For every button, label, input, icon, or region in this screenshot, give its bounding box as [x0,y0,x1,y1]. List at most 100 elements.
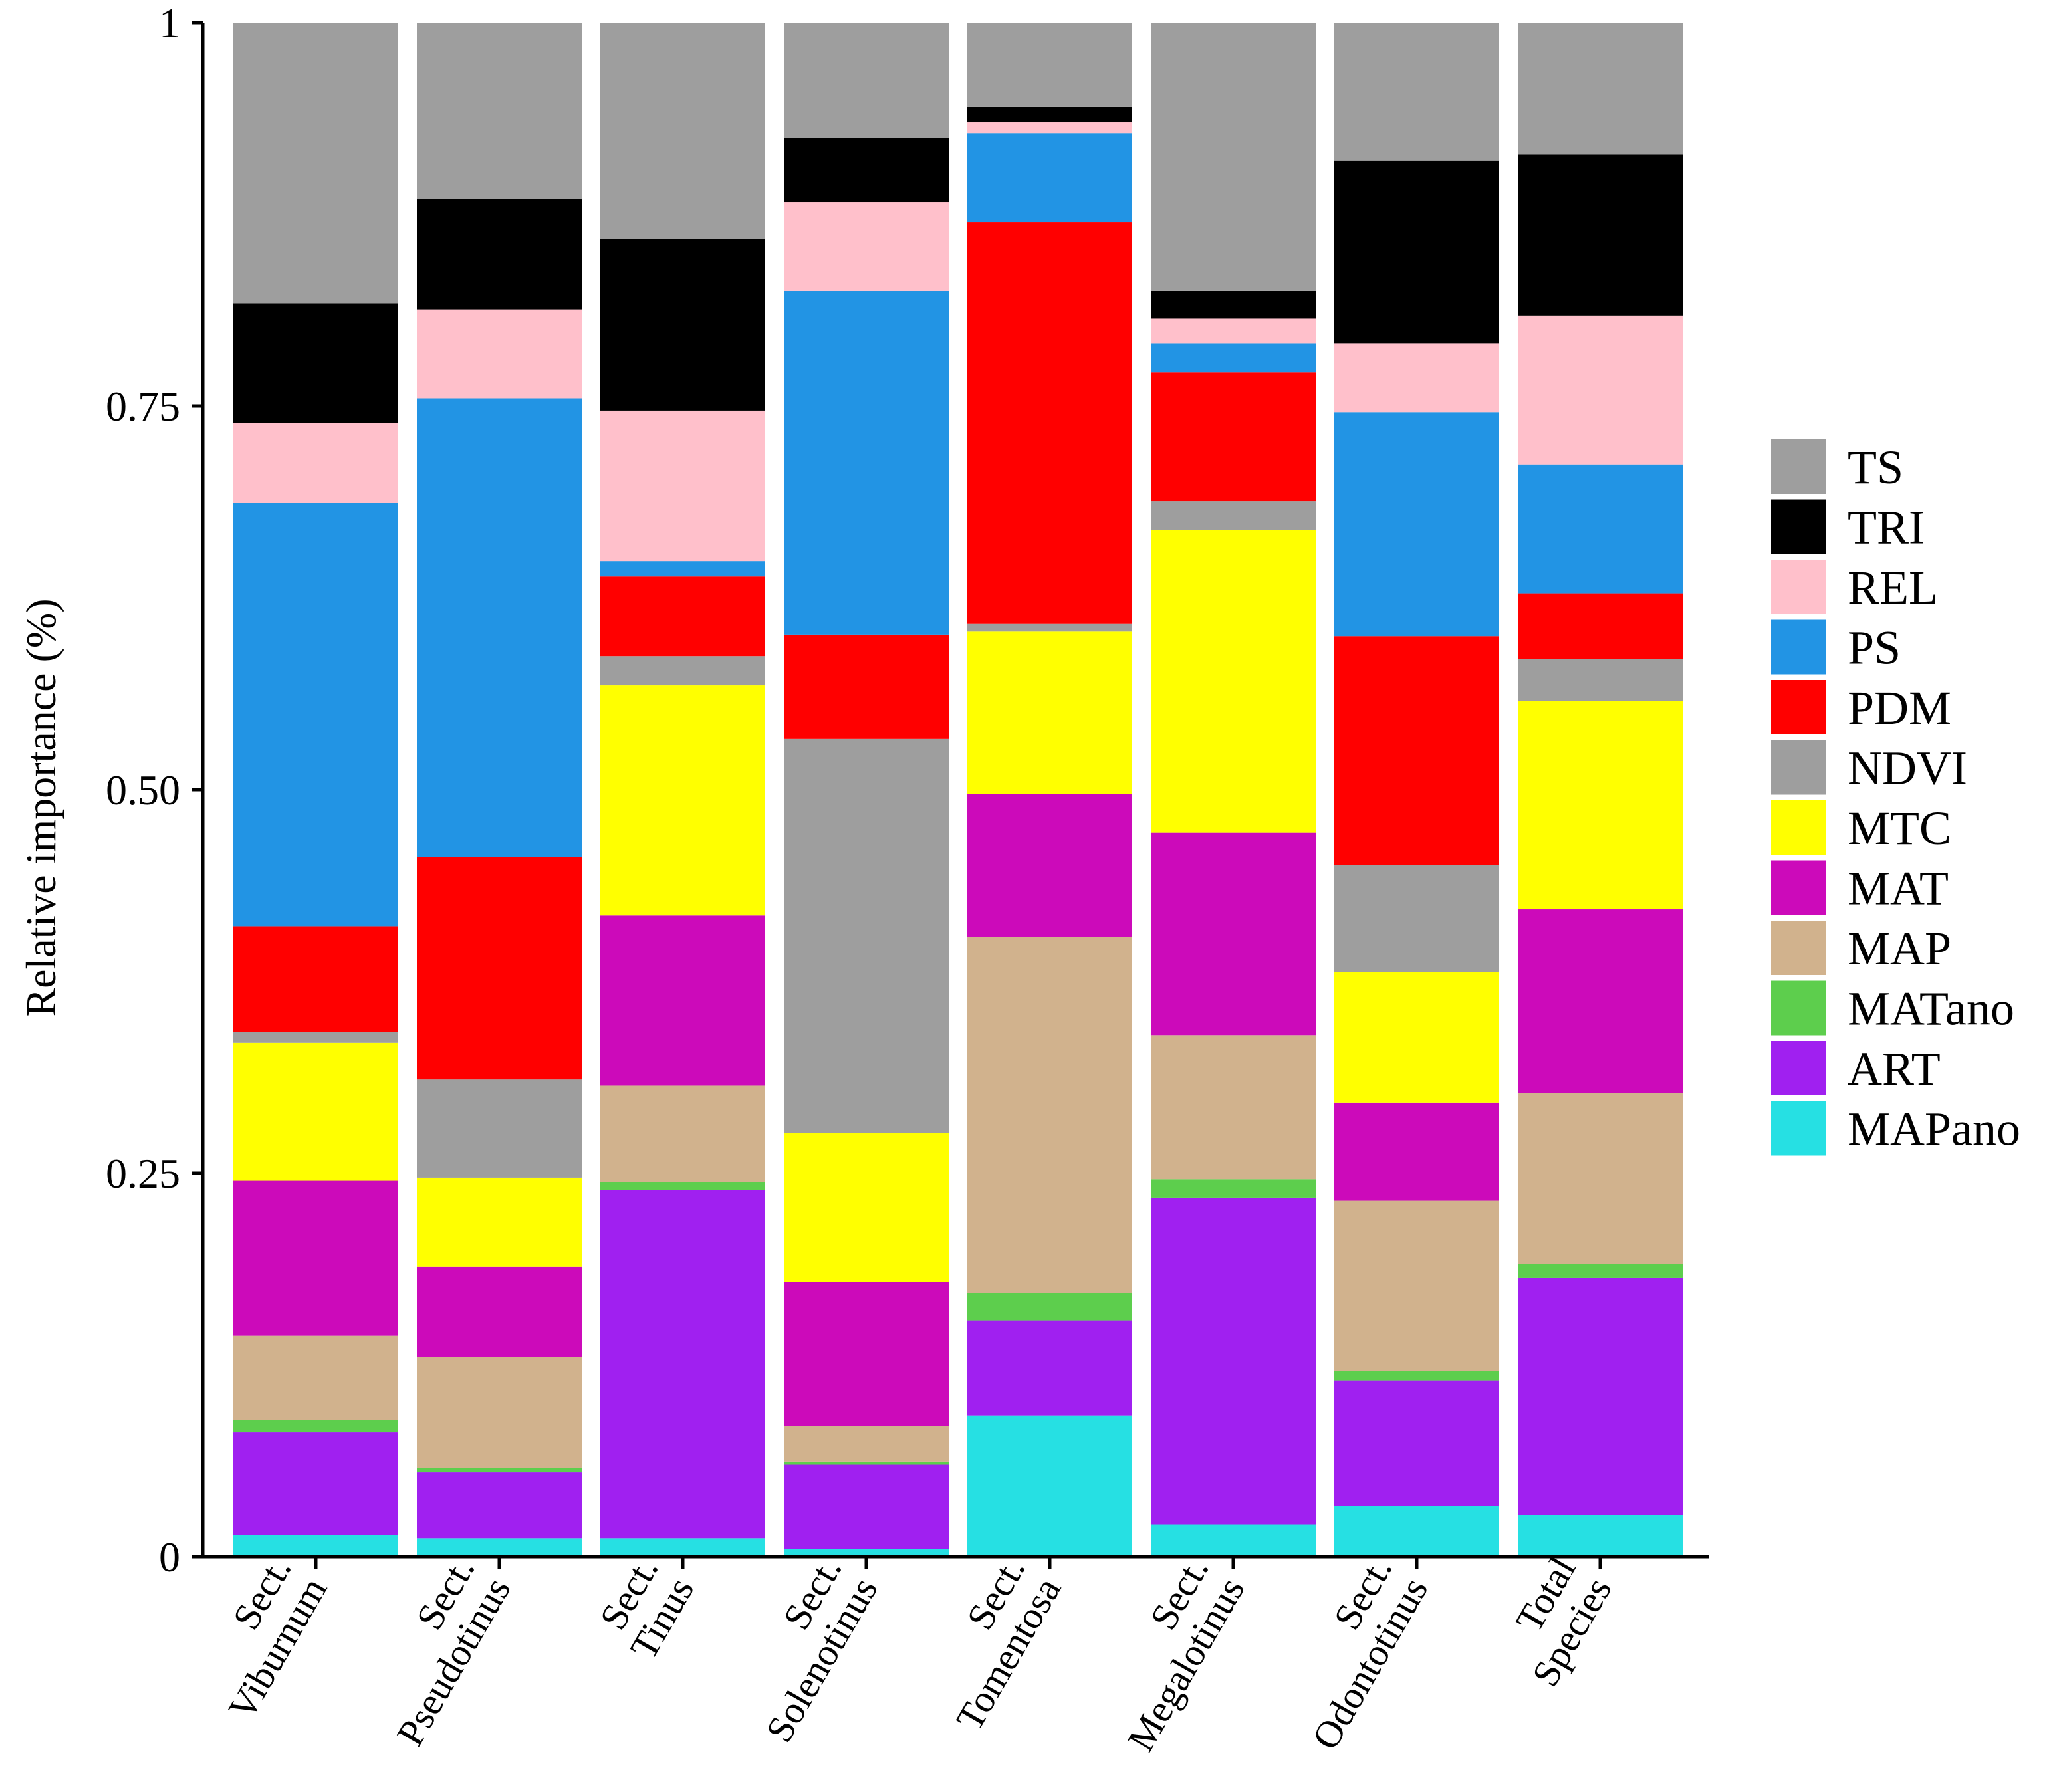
bar-segment-rel-3 [784,202,949,291]
legend-swatch-pdm [1771,680,1826,734]
x-tick-label: Sect.Viburnum [184,1549,335,1727]
y-axis-title: Relative importance (%) [17,598,64,1016]
bar-segment-ndvi-3 [784,738,949,1133]
legend-swatch-ts [1771,439,1826,494]
legend-label-mapano: MAPano [1848,1103,2020,1156]
bar-segment-art-5 [1151,1197,1316,1525]
bar-segment-mat-6 [1334,1102,1499,1201]
bar-segment-ndvi-7 [1518,659,1683,701]
y-tick-label: 1 [159,0,180,47]
bar-segment-pdm-3 [784,634,949,739]
legend-swatch-matano [1771,980,1826,1036]
legend-label-tri: TRI [1848,501,1925,554]
bar-segment-tri-0 [233,303,398,423]
bar-segment-rel-7 [1518,315,1683,465]
bar-segment-pdm-4 [967,222,1132,624]
bar-segment-art-4 [967,1320,1132,1416]
bar-segment-rel-1 [417,309,582,399]
bar-segment-map-4 [967,937,1132,1293]
bar-segment-matano-3 [784,1461,949,1465]
bar-segment-ndvi-6 [1334,865,1499,972]
bar-segment-ts-2 [600,23,765,239]
bar-segment-ps-4 [967,133,1132,223]
bar-segment-mat-1 [417,1266,582,1357]
bar-segment-pdm-6 [1334,636,1499,865]
bar-segment-ts-6 [1334,23,1499,161]
legend-swatch-mapano [1771,1101,1826,1156]
bar-segment-mapano-7 [1518,1515,1683,1557]
bar-segment-mapano-2 [600,1538,765,1557]
x-tick-label: Sect.Pseudotinus [352,1549,519,1753]
legend-swatch-tri [1771,499,1826,554]
bar-segment-mtc-1 [417,1177,582,1267]
legend-label-rel: REL [1848,561,1938,614]
bars-layer [233,23,1683,1557]
bar-segment-pdm-1 [417,857,582,1080]
bar-segment-art-6 [1334,1380,1499,1506]
legend-swatch-rel [1771,560,1826,614]
bar-segment-tri-3 [784,138,949,203]
bar-segment-rel-2 [600,410,765,562]
bar-segment-matano-0 [233,1420,398,1433]
bar-segment-art-7 [1518,1277,1683,1515]
bar-segment-mat-0 [233,1180,398,1336]
legend-label-pdm: PDM [1848,681,1951,734]
bar-segment-matano-2 [600,1182,765,1190]
bar-segment-ps-6 [1334,412,1499,637]
bar-segment-pdm-5 [1151,372,1316,502]
bar-segment-mapano-1 [417,1538,582,1557]
y-tick-label: 0 [159,1533,180,1581]
bar-segment-pdm-0 [233,926,398,1032]
y-ticks-layer: 0 0.25 0.50 0.75 1 [106,0,203,1581]
legend: TS TRI REL PS PDM NDVI MTC MAT MAP MATano ART MAPan… [1771,439,2020,1156]
bar-segment-map-2 [600,1085,765,1182]
legend-label-mat: MAT [1848,862,1949,915]
bar-segment-mapano-5 [1151,1524,1316,1557]
bar-segment-tri-1 [417,199,582,310]
bar-segment-matano-1 [417,1468,582,1473]
bar-segment-ndvi-5 [1151,501,1316,530]
bar-segment-tri-5 [1151,290,1316,319]
bar-segment-mapano-3 [784,1549,949,1557]
x-tick-label: Sect.Odontotinus [1268,1549,1436,1757]
legend-swatch-mat [1771,860,1826,915]
x-ticks-layer: Sect.Viburnum Sect.Pseudotinus Sect.Tinus S… [184,1549,1620,1759]
bar-segment-mtc-0 [233,1042,398,1181]
legend-label-mtc: MTC [1848,802,1951,855]
bar-segment-ts-5 [1151,23,1316,291]
bar-segment-map-6 [1334,1200,1499,1371]
legend-label-ndvi: NDVI [1848,742,1967,795]
legend-label-matano: MATano [1848,982,2014,1036]
x-tick-label: Sect.Tinus [586,1549,702,1666]
bar-segment-tri-7 [1518,154,1683,316]
legend-label-map: MAP [1848,922,1951,975]
legend-label-ts: TS [1848,441,1903,494]
bar-segment-mat-2 [600,915,765,1086]
bar-segment-mtc-4 [967,631,1132,794]
x-tick-label: Sect.Tomentosa [911,1549,1069,1737]
bar-segment-ps-3 [784,290,949,635]
legend-swatch-map [1771,921,1826,975]
legend-swatch-art [1771,1041,1826,1095]
bar-segment-mapano-4 [967,1415,1132,1557]
bar-segment-ps-1 [417,398,582,857]
legend-swatch-mtc [1771,800,1826,855]
bar-segment-map-5 [1151,1035,1316,1180]
bar-segment-mtc-2 [600,685,765,916]
bar-segment-art-1 [417,1472,582,1539]
bar-segment-art-0 [233,1432,398,1535]
bar-segment-pdm-2 [600,576,765,657]
bar-segment-mat-3 [784,1282,949,1426]
y-tick-label: 0.25 [106,1150,180,1197]
bar-segment-ts-7 [1518,23,1683,155]
bar-segment-ts-1 [417,23,582,199]
bar-segment-rel-4 [967,122,1132,134]
bar-segment-mat-7 [1518,909,1683,1093]
bar-segment-mtc-6 [1334,972,1499,1103]
bar-segment-map-1 [417,1357,582,1468]
bar-segment-ndvi-2 [600,656,765,686]
bar-segment-pdm-7 [1518,593,1683,659]
bar-segment-mtc-5 [1151,530,1316,833]
bar-segment-mapano-6 [1334,1506,1499,1557]
bar-segment-mtc-7 [1518,701,1683,910]
